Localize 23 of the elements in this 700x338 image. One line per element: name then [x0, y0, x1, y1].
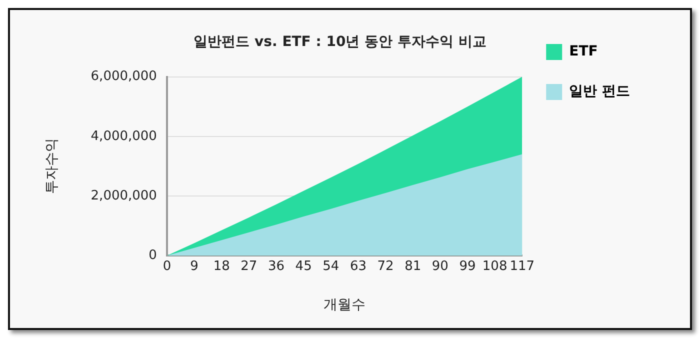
y-tick-label: 2,000,000	[90, 188, 157, 204]
x-tick-label: 90	[432, 258, 448, 274]
y-tick-label: 0	[148, 248, 157, 263]
x-tick-label: 27	[240, 258, 258, 274]
x-tick-label: 117	[510, 258, 535, 274]
x-axis-title: 개월수	[324, 297, 366, 314]
y-tick-label: 4,000,000	[90, 128, 157, 144]
x-tick-label: 81	[404, 258, 422, 274]
y-axis-title: 투자수익	[44, 138, 60, 194]
legend-label: 일반 펀드	[569, 84, 630, 100]
chart-title: 일반펀드 vs. ETF : 10년 동안 투자수익 비교	[194, 34, 486, 50]
x-tick-label: 63	[350, 258, 366, 274]
x-tick-label: 36	[268, 258, 285, 274]
x-tick-label: 0	[162, 258, 172, 274]
x-tick-label: 18	[213, 258, 230, 274]
x-tick-label: 9	[190, 258, 198, 274]
legend-label: ETF	[569, 44, 598, 60]
x-tick-label: 72	[377, 258, 394, 274]
x-tick-label: 108	[482, 258, 508, 274]
x-tick-label: 54	[322, 258, 340, 274]
y-tick-label: 6,000,000	[90, 69, 157, 84]
x-tick-label: 99	[459, 258, 476, 274]
x-tick-label: 45	[295, 258, 312, 274]
